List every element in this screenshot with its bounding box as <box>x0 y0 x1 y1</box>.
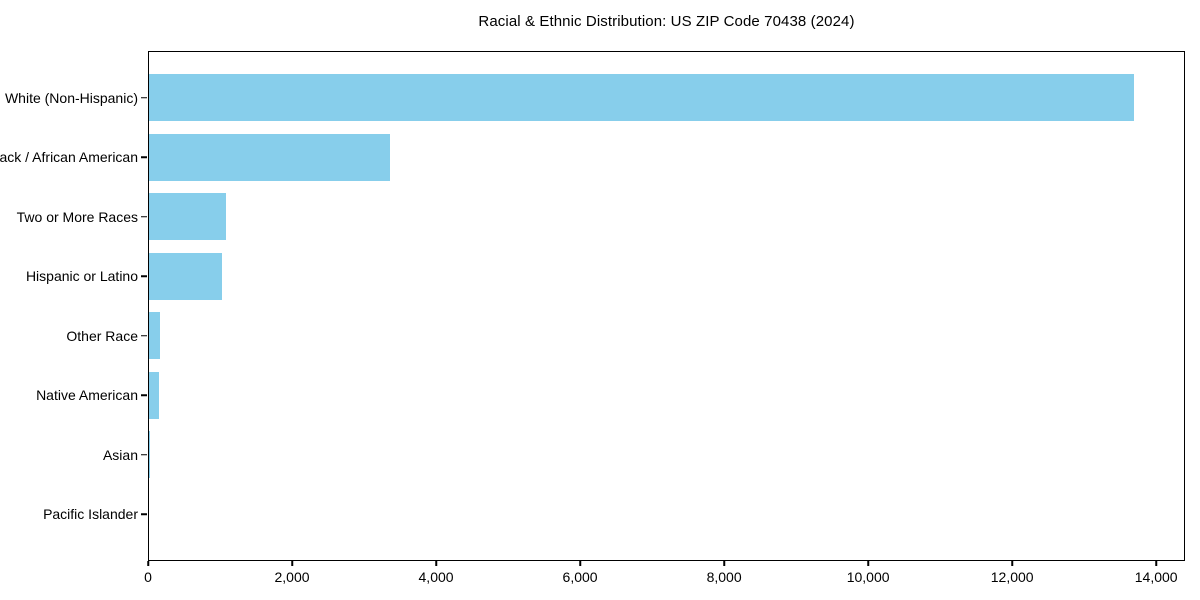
bar <box>149 193 226 241</box>
bar-row: Asian <box>103 425 1184 485</box>
y-tick-mark <box>141 513 147 515</box>
x-tick-label: 8,000 <box>706 569 742 585</box>
y-tick-mark <box>141 275 147 277</box>
x-tick-mark <box>1155 561 1157 566</box>
y-tick-mark <box>141 156 147 158</box>
category-label: Black / African American <box>0 149 138 166</box>
x-tick-label: 4,000 <box>418 569 454 585</box>
bar-row: Two or More Races <box>17 187 1184 247</box>
x-tick-label: 0 <box>144 569 152 585</box>
bar-row: Native American <box>36 366 1184 426</box>
bar <box>149 252 223 300</box>
category-label: White (Non-Hispanic) <box>4 89 138 106</box>
y-tick-mark <box>141 394 147 396</box>
bars-container: White (Non-Hispanic) Black / African Amer… <box>0 52 1184 560</box>
category-label: Pacific Islander <box>43 506 138 523</box>
x-tick-mark <box>291 561 293 566</box>
x-tick-label: 12,000 <box>990 569 1034 585</box>
y-tick-mark <box>141 454 147 456</box>
bar-row: Pacific Islander <box>43 485 1184 545</box>
bar <box>149 371 160 419</box>
plot-area: White (Non-Hispanic) Black / African Amer… <box>0 51 1185 561</box>
category-label: Two or More Races <box>16 208 138 225</box>
y-tick-mark <box>141 216 147 218</box>
y-tick-mark <box>141 97 147 99</box>
x-tick-mark <box>579 561 581 566</box>
category-label: Hispanic or Latino <box>25 268 138 285</box>
category-label: Asian <box>102 446 138 463</box>
x-tick-label: 14,000 <box>1134 569 1178 585</box>
x-tick-label: 6,000 <box>562 569 598 585</box>
category-label: Native American <box>36 387 138 404</box>
bar-row: White (Non-Hispanic) <box>5 68 1184 128</box>
bar <box>149 74 1134 122</box>
bar-row: Other Race <box>66 306 1184 366</box>
x-tick-label: 2,000 <box>274 569 310 585</box>
chart-title: Racial & Ethnic Distribution: US ZIP Cod… <box>478 13 855 30</box>
x-tick-mark <box>723 561 725 566</box>
x-tick-mark <box>1011 561 1013 566</box>
x-tick-mark <box>147 561 149 566</box>
bar <box>149 133 390 181</box>
x-tick-mark <box>867 561 869 566</box>
bar <box>149 312 160 360</box>
bar-row: Black / African American <box>0 128 1184 188</box>
x-tick-mark <box>435 561 437 566</box>
x-tick-label: 10,000 <box>846 569 890 585</box>
bar-row: Hispanic or Latino <box>26 247 1184 307</box>
y-tick-mark <box>141 335 147 337</box>
category-label: Other Race <box>66 327 138 344</box>
x-axis: 0 2,000 4,000 6,000 8,000 10,000 12,000 14,000 <box>144 561 1185 597</box>
